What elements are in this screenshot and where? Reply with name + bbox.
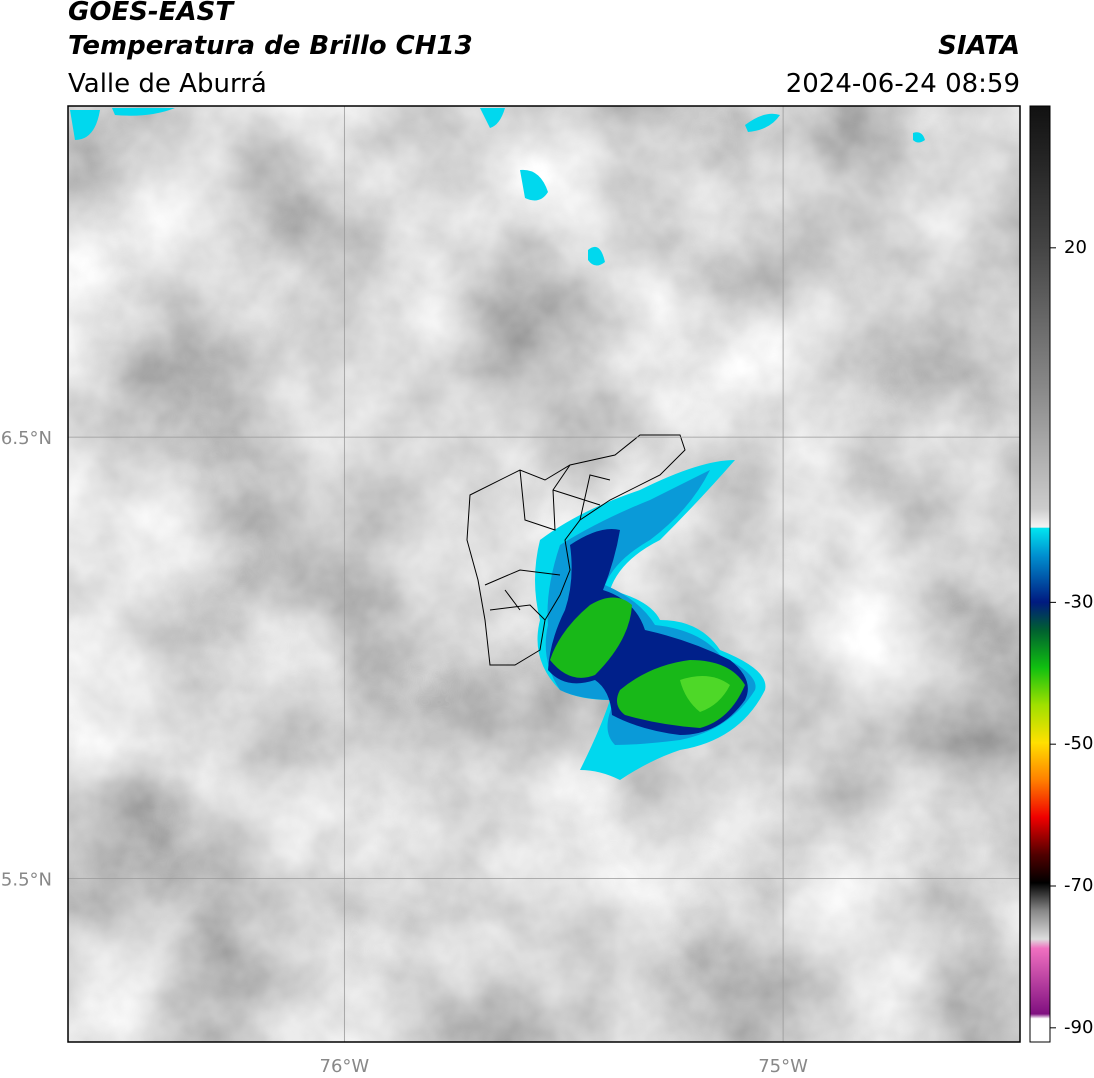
cold-tops [70, 108, 925, 780]
source: SIATA [938, 31, 1020, 61]
map-frame [67, 105, 1021, 1043]
colorbar-tick-label: -70 [1064, 875, 1093, 896]
colorbar-ticks: 20 -30 -50 -70 -90 [1050, 237, 1093, 1038]
satellite-image [68, 106, 1020, 1042]
colorbar-tick-label: 20 [1064, 237, 1087, 258]
lat-tick-label: 5.5°N [1, 870, 52, 891]
region: Valle de Aburrá [68, 69, 267, 99]
colorbar [1029, 105, 1051, 1043]
lat-tick-label: 6.5°N [1, 428, 52, 449]
municipal-boundaries [466, 434, 686, 666]
lon-tick-label: 75°W [758, 1056, 808, 1077]
title: GOES-EAST [68, 0, 235, 27]
datetime: 2024-06-24 08:59 [786, 69, 1020, 99]
colorbar-tick-label: -30 [1064, 591, 1093, 612]
colorbar-tick-label: -50 [1064, 733, 1093, 754]
colorbar-tick-label: -90 [1064, 1017, 1093, 1038]
graticule: 76°W 75°W 6.5°N 5.5°N [1, 106, 1020, 1077]
lon-tick-label: 76°W [320, 1056, 370, 1077]
subtitle: Temperatura de Brillo CH13 [68, 31, 473, 61]
